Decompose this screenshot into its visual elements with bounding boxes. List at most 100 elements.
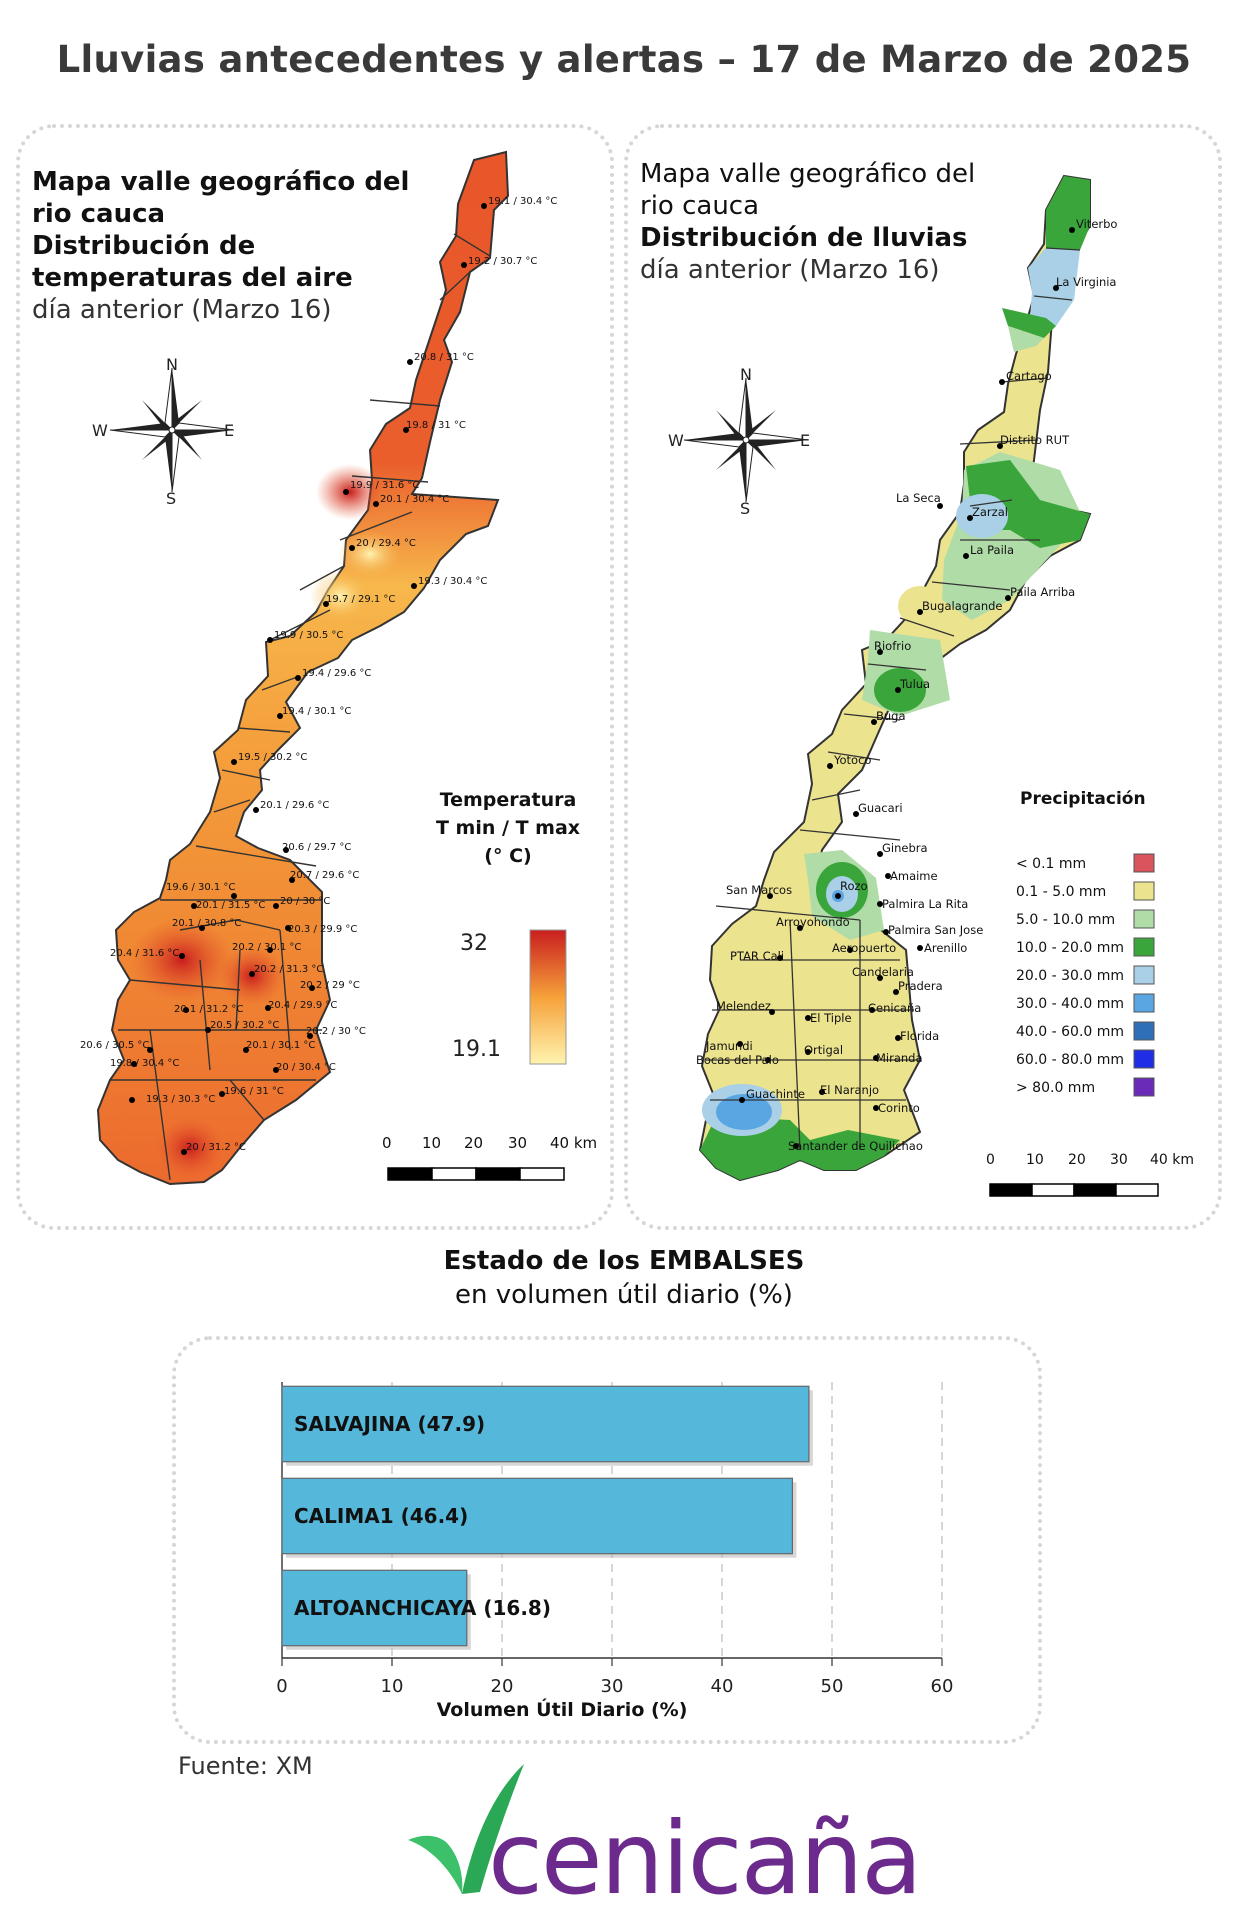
- svg-text:20.4 / 31.6 °C: 20.4 / 31.6 °C: [110, 948, 179, 959]
- svg-text:60.0 - 80.0 mm: 60.0 - 80.0 mm: [1016, 1052, 1124, 1068]
- x-tick-label: 20: [491, 1676, 514, 1697]
- temperature-station-labels: 19.1 / 30.4 °C 19.2 / 30.7 °C 20.8 / 31 …: [80, 196, 557, 1153]
- temperature-legend-title: Temperatura T min / T max (° C): [436, 789, 580, 867]
- reservoir-bar: [281, 1569, 468, 1647]
- x-tick-label: 60: [931, 1676, 954, 1697]
- svg-text:20.8 / 31 °C: 20.8 / 31 °C: [414, 352, 474, 363]
- svg-text:20.1 / 29.6 °C: 20.1 / 29.6 °C: [260, 800, 329, 811]
- svg-text:Aeropuerto: Aeropuerto: [832, 941, 896, 955]
- svg-text:W: W: [668, 431, 684, 450]
- svg-text:La Virginia: La Virginia: [1056, 275, 1116, 289]
- rain-scale-labels: 0 10 20 30 40 km: [986, 1152, 1194, 1168]
- legend-max-label: 32: [460, 931, 488, 956]
- svg-text:19.3 / 30.3 °C: 19.3 / 30.3 °C: [146, 1094, 215, 1105]
- svg-text:20.6 / 30.5 °C: 20.6 / 30.5 °C: [80, 1040, 149, 1051]
- svg-text:Arenillo: Arenillo: [924, 941, 967, 955]
- svg-text:Bugalagrande: Bugalagrande: [922, 599, 1003, 613]
- svg-text:20 / 30 °C: 20 / 30 °C: [280, 896, 330, 907]
- x-tick-label: 30: [601, 1676, 624, 1697]
- svg-text:20.1 / 30.4 °C: 20.1 / 30.4 °C: [380, 494, 449, 505]
- rain-zone-30-40: [716, 1094, 772, 1130]
- svg-text:10: 10: [1026, 1152, 1044, 1168]
- svg-text:Zarzal: Zarzal: [972, 505, 1008, 519]
- svg-text:> 80.0 mm: > 80.0 mm: [1016, 1080, 1095, 1096]
- svg-text:Arroyohondo: Arroyohondo: [776, 915, 850, 929]
- svg-text:N: N: [740, 365, 752, 384]
- svg-text:PTAR Cali: PTAR Cali: [730, 949, 784, 963]
- precip-legend: < 0.1 mm 0.1 - 5.0 mm 5.0 - 10.0 mm 10.0…: [1016, 853, 1155, 1097]
- svg-text:40.0 - 60.0 mm: 40.0 - 60.0 mm: [1016, 1024, 1124, 1040]
- source-note: Fuente: XM: [178, 1752, 313, 1780]
- svg-text:20.1 / 31.5 °C: 20.1 / 31.5 °C: [196, 900, 265, 911]
- rain-map-title: Mapa valle geográfico del rio cauca Dist…: [640, 159, 976, 285]
- legend-min-label: 19.1: [452, 1037, 501, 1062]
- svg-text:0.1 - 5.0 mm: 0.1 - 5.0 mm: [1016, 884, 1106, 900]
- svg-text:W: W: [92, 421, 108, 440]
- reservoir-bar-label: CALIMA1 (46.4): [294, 1504, 468, 1528]
- precip-legend-title: Precipitación: [1020, 789, 1146, 809]
- rain-zone-0-5: [898, 586, 942, 626]
- temperature-color-ramp: [529, 929, 567, 1065]
- svg-text:Riofrio: Riofrio: [874, 639, 911, 653]
- x-axis-label: Volumen Útil Diario (%): [437, 1697, 688, 1721]
- svg-text:Temperatura: Temperatura: [440, 789, 577, 811]
- svg-text:20 / 29.4 °C: 20 / 29.4 °C: [356, 538, 416, 549]
- svg-text:Buga: Buga: [876, 709, 906, 723]
- svg-text:S: S: [740, 499, 750, 518]
- svg-text:20 / 31.2 °C: 20 / 31.2 °C: [186, 1142, 246, 1153]
- svg-text:5.0 - 10.0 mm: 5.0 - 10.0 mm: [1016, 912, 1115, 928]
- svg-text:40 km: 40 km: [1150, 1152, 1194, 1168]
- svg-text:19.1 / 30.4 °C: 19.1 / 30.4 °C: [488, 196, 557, 207]
- reservoirs-panel: [172, 1336, 1042, 1744]
- hot-spot: [316, 464, 384, 520]
- reservoir-bar-label: SALVAJINA (47.9): [294, 1412, 485, 1436]
- svg-text:Ortigal: Ortigal: [804, 1043, 843, 1057]
- cenicana-logo-text: cenicaña: [488, 1800, 923, 1917]
- svg-text:10: 10: [422, 1134, 441, 1152]
- svg-text:S: S: [166, 489, 176, 508]
- svg-text:T min / T max: T min / T max: [436, 817, 580, 839]
- svg-text:20.2 / 30.1 °C: 20.2 / 30.1 °C: [232, 942, 301, 953]
- x-tick-label: 10: [381, 1676, 404, 1697]
- svg-text:El Naranjo: El Naranjo: [820, 1083, 879, 1097]
- temperature-cell-lines: [110, 233, 491, 1181]
- svg-text:El Tiple: El Tiple: [810, 1011, 852, 1025]
- svg-text:19.7 / 29.1 °C: 19.7 / 29.1 °C: [326, 594, 395, 605]
- compass-rose-icon: [109, 367, 235, 493]
- svg-text:30: 30: [1110, 1152, 1128, 1168]
- svg-text:Santander de Quilichao: Santander de Quilichao: [788, 1139, 923, 1153]
- svg-text:20.1 / 30.8 °C: 20.1 / 30.8 °C: [172, 918, 241, 929]
- compass-letters: N S E W: [92, 355, 234, 508]
- svg-text:19.5 / 30.2 °C: 19.5 / 30.2 °C: [238, 752, 307, 763]
- svg-text:19.6 / 31 °C: 19.6 / 31 °C: [224, 1086, 284, 1097]
- rain-place-labels: Viterbo La Virginia Cartago Distrito RUT…: [696, 217, 1117, 1153]
- cenicana-leaf-logo-icon: [408, 1764, 524, 1894]
- compass-letters: N S E W: [668, 365, 810, 518]
- svg-text:N: N: [166, 355, 178, 374]
- svg-text:Candelaria: Candelaria: [852, 965, 914, 979]
- svg-text:20.5 / 30.2 °C: 20.5 / 30.2 °C: [210, 1020, 279, 1031]
- cool-spot: [338, 530, 402, 578]
- hot-spot: [156, 1118, 224, 1178]
- svg-text:20.3 / 29.9 °C: 20.3 / 29.9 °C: [288, 924, 357, 935]
- hot-spot: [130, 918, 234, 1002]
- svg-text:Guacari: Guacari: [858, 801, 903, 815]
- svg-text:Distrito RUT: Distrito RUT: [1000, 433, 1070, 447]
- svg-text:19.4 / 29.6 °C: 19.4 / 29.6 °C: [302, 668, 371, 679]
- svg-text:20: 20: [1068, 1152, 1086, 1168]
- temperature-stations: [129, 203, 487, 1155]
- svg-text:Pradera: Pradera: [898, 979, 943, 993]
- svg-text:Melendez: Melendez: [716, 999, 771, 1013]
- rain-zone-5-10: [1008, 326, 1044, 352]
- rain-zone-20-30: [956, 494, 1008, 538]
- svg-text:La Seca: La Seca: [896, 491, 941, 505]
- svg-text:< 0.1 mm: < 0.1 mm: [1016, 856, 1086, 872]
- svg-text:Amaime: Amaime: [890, 869, 938, 883]
- svg-text:19.8 / 30.4 °C: 19.8 / 30.4 °C: [110, 1058, 179, 1069]
- reservoir-bar-label: ALTOANCHICAYA (16.8): [294, 1596, 551, 1620]
- svg-text:40 km: 40 km: [550, 1134, 597, 1152]
- svg-text:Cenicaña: Cenicaña: [868, 1001, 921, 1015]
- svg-text:20 / 30.4 °C: 20 / 30.4 °C: [276, 1062, 336, 1073]
